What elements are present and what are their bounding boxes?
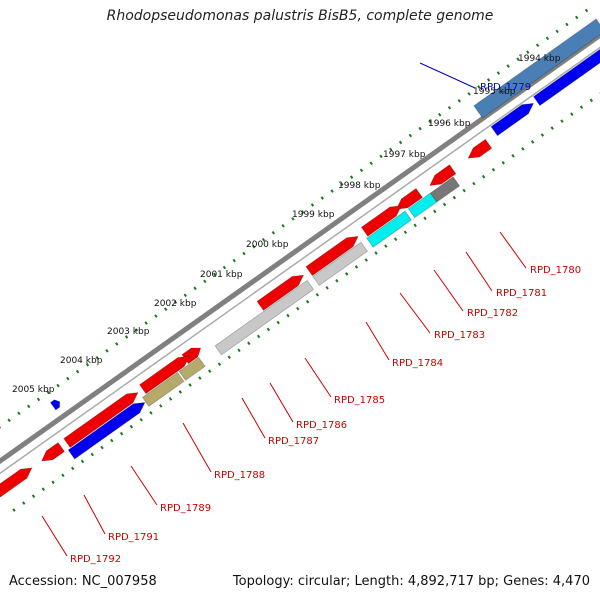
kbp-label: 1996 kbp <box>428 119 471 129</box>
leader-line <box>365 321 390 361</box>
gene-label: RPD_1784 <box>392 358 443 369</box>
leader-line <box>499 231 527 269</box>
gene-label: RPD_1786 <box>296 420 347 431</box>
blue-arrow-1 <box>490 102 535 137</box>
map-title: Rhodopseudomonas palustris BisB5, comple… <box>106 8 494 24</box>
gene-label: RPD_1788 <box>214 470 265 481</box>
kbp-label: 2004 kbp <box>60 356 103 366</box>
red-arrow-b <box>429 164 457 186</box>
cyan-box-1 <box>366 210 412 248</box>
gene-label: RPD_1779 <box>480 82 531 93</box>
gene-label: RPD_1783 <box>434 330 485 341</box>
label-lines <box>41 62 527 557</box>
olive-box-2 <box>178 356 206 381</box>
red-arrow-k <box>0 467 33 500</box>
steelblue-bar <box>473 18 600 119</box>
features <box>0 18 600 500</box>
gene-label: RPD_1782 <box>467 308 518 319</box>
gene-label: RPD_1789 <box>160 503 211 514</box>
blue-arrow-upper <box>49 399 61 411</box>
kbp-labels: 1994 kbp 1995 kbp 1996 kbp 1997 kbp 1998 kbp… <box>12 54 561 395</box>
cyan-box-2 <box>407 192 438 219</box>
leader-line <box>41 515 68 557</box>
red-arrow-d <box>360 205 402 237</box>
leader-line <box>83 494 106 535</box>
gene-labels: RPD_1779 RPD_1780 RPD_1781 RPD_1782 RPD_1783… <box>70 82 581 565</box>
backbone-line-outer <box>0 32 600 465</box>
leader-line <box>304 357 332 398</box>
leader-line <box>269 382 294 423</box>
red-arrow-h <box>139 355 190 395</box>
kbp-label: 1997 kbp <box>383 150 426 160</box>
red-arrow-i <box>63 392 139 449</box>
blue-arrow-long <box>67 401 146 460</box>
tick-row-outer <box>0 7 591 429</box>
olive-box-1 <box>141 371 185 407</box>
red-arrow-j <box>41 442 65 462</box>
backbone <box>0 32 600 475</box>
silver-box-2 <box>214 279 315 356</box>
leader-line <box>130 465 158 506</box>
blue-arrow-2 <box>532 45 600 107</box>
leader-line <box>419 62 476 89</box>
silver-box-1 <box>312 241 368 286</box>
leader-line <box>399 292 431 334</box>
gene-label: RPD_1791 <box>108 532 159 543</box>
kbp-label: 2002 kbp <box>154 299 197 309</box>
gene-label: RPD_1781 <box>496 288 547 299</box>
leader-line <box>241 397 266 439</box>
leader-line <box>182 422 212 473</box>
backbone-line-inner <box>0 46 600 475</box>
leader-line <box>433 269 464 312</box>
gene-label: RPD_1780 <box>530 265 581 276</box>
kbp-label: 1994 kbp <box>518 54 561 64</box>
kbp-label: 1998 kbp <box>338 181 381 191</box>
leader-line <box>465 251 493 292</box>
gray-box-dark <box>429 176 461 203</box>
red-arrow-a <box>467 138 493 159</box>
kbp-label: 2003 kbp <box>107 327 150 337</box>
kbp-label: 2001 kbp <box>200 270 243 280</box>
red-arrow-f <box>256 274 305 311</box>
gene-label: RPD_1785 <box>334 395 385 406</box>
gene-label: RPD_1792 <box>70 554 121 565</box>
red-arrow-e <box>305 235 359 277</box>
topology-text: Topology: circular; Length: 4,892,717 bp… <box>232 574 590 589</box>
gene-label: RPD_1787 <box>268 436 319 447</box>
kbp-label: 1995 kbp <box>473 87 516 97</box>
kbp-label: 1999 kbp <box>292 210 335 220</box>
kbp-label: 2000 kbp <box>246 240 289 250</box>
accession-text: Accession: NC_007958 <box>9 574 157 589</box>
kbp-label: 2005 kbp <box>12 385 55 395</box>
